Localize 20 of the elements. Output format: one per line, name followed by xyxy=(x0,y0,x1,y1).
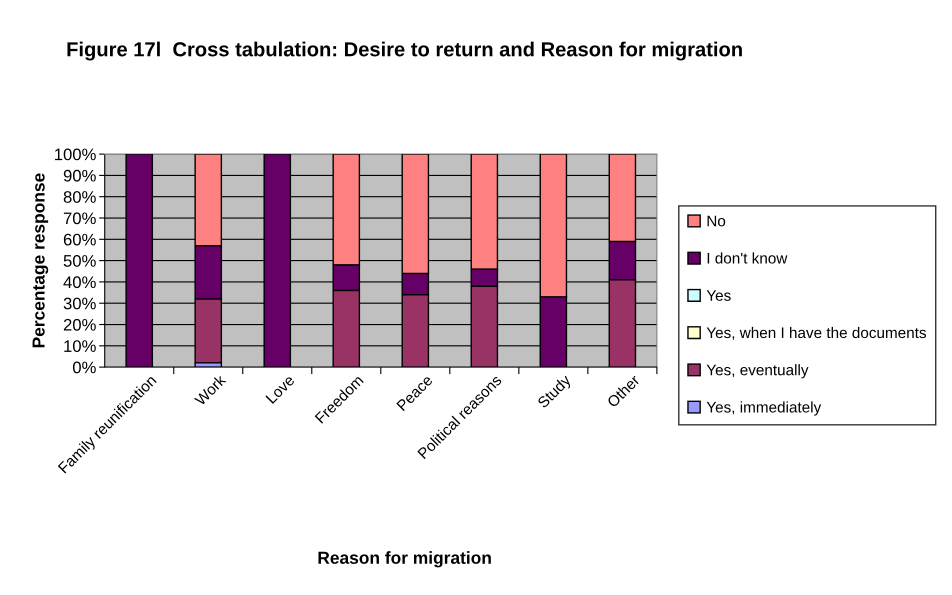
y-tick-label: 70% xyxy=(64,212,96,224)
chart-title: Figure 17l Cross tabulation: Desire to return and Reason for migration xyxy=(67,42,742,61)
legend-label: Yes, eventually xyxy=(706,364,808,378)
y-tick-label: 20% xyxy=(64,318,96,331)
y-tick-label: 90% xyxy=(64,170,96,182)
y-tick-label: 10% xyxy=(64,340,96,352)
legend-label: I don't know xyxy=(708,252,788,264)
y-tick-label: 30% xyxy=(64,298,96,310)
y-axis-title: Percentage response xyxy=(32,173,48,348)
legend-label: No xyxy=(708,216,726,226)
legend-label: Yes, immediately xyxy=(706,401,822,416)
y-tick-label: 50% xyxy=(64,255,96,267)
y-tick-label: 40% xyxy=(63,276,96,288)
y-tick-label: 80% xyxy=(64,191,96,203)
y-tick-label: 60% xyxy=(64,234,96,246)
x-axis-title: Reason for migration xyxy=(318,551,491,568)
y-tick-label: 100% xyxy=(55,148,96,160)
y-tick-label: 0% xyxy=(72,362,96,374)
legend-label: Yes, when I have the documents xyxy=(706,326,926,340)
legend-label: Yes xyxy=(706,290,731,301)
